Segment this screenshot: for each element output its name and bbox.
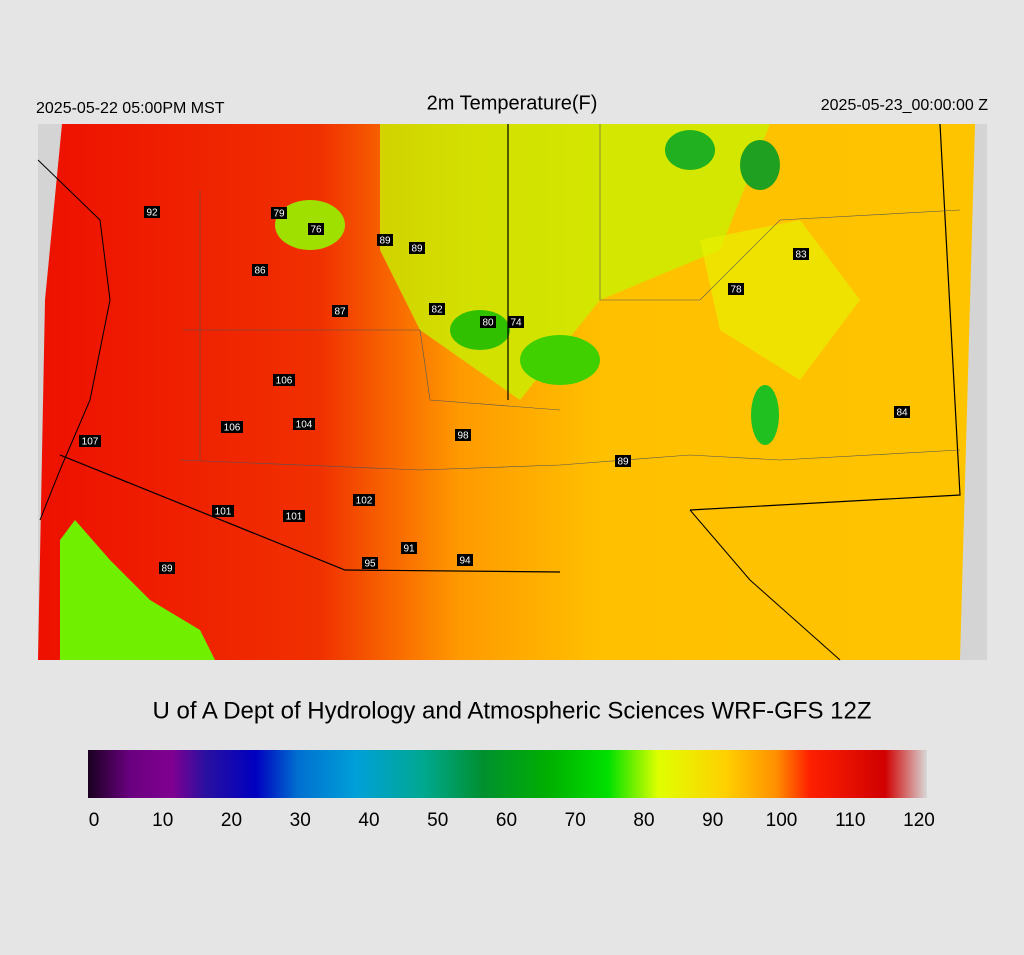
station-value: 101	[215, 507, 232, 518]
station-value: 82	[431, 305, 443, 316]
station-value: 89	[161, 564, 173, 575]
valid-utc: 2025-05-23_00:00:00 Z	[821, 97, 988, 114]
colorbar-tick-label: 110	[835, 810, 865, 831]
station-box	[221, 421, 243, 433]
colorbar-tick-label: 120	[903, 810, 935, 831]
station-value: 92	[146, 208, 158, 219]
station-value: 89	[379, 236, 391, 247]
station-box	[615, 455, 631, 467]
station-value: 102	[356, 496, 373, 507]
station-value: 104	[296, 420, 313, 431]
colorbar-tick-label: 20	[221, 810, 242, 831]
station-value: 76	[310, 225, 322, 236]
station-box	[159, 562, 175, 574]
station-box	[409, 242, 425, 254]
colorbar-tick-label: 10	[152, 810, 173, 831]
valid-local: 2025-05-22 05:00PM MST	[36, 100, 225, 117]
colorbar-tick-label: 90	[702, 810, 723, 831]
station-value: 89	[617, 457, 629, 468]
colorbar-tick-label: 30	[290, 810, 311, 831]
colorbar-ticks: 0 10 20 30 40 50 60 70 80 90 100 110 120	[89, 810, 935, 831]
station-box	[793, 248, 809, 260]
station-value: 79	[273, 209, 285, 220]
station-value: 107	[82, 437, 99, 448]
station-box	[353, 494, 375, 506]
station-box	[401, 542, 417, 554]
station-value: 84	[896, 408, 908, 419]
station-value: 106	[224, 423, 241, 434]
colorbar-tick-label: 40	[358, 810, 379, 831]
station-value: 86	[254, 266, 266, 277]
station-value: 80	[482, 318, 494, 329]
station-box	[79, 435, 101, 447]
station-value: 95	[364, 559, 376, 570]
station-box	[283, 510, 305, 522]
map	[37, 123, 987, 661]
station-box	[293, 418, 315, 430]
station-value: 106	[276, 376, 293, 387]
stations: 92 79 76 89 89 86 87 82 80 74 83 78 106 106 104 98 107 89…	[79, 206, 910, 575]
station-box	[455, 429, 471, 441]
station-box	[362, 557, 378, 569]
station-box	[212, 505, 234, 517]
station-box	[377, 234, 393, 246]
station-value: 98	[457, 431, 469, 442]
colorbar-tick-label: 0	[89, 810, 100, 831]
credit: U of A Dept of Hydrology and Atmospheric…	[153, 697, 872, 724]
station-box	[508, 316, 524, 328]
station-value: 89	[411, 244, 423, 255]
station-box	[332, 305, 348, 317]
station-box	[728, 283, 744, 295]
colorbar-tick-label: 70	[565, 810, 586, 831]
station-value: 78	[730, 285, 742, 296]
station-value: 74	[510, 318, 522, 329]
station-value: 94	[459, 556, 471, 567]
station-box	[273, 374, 295, 386]
station-box	[252, 264, 268, 276]
station-value: 87	[334, 307, 346, 318]
station-box	[457, 554, 473, 566]
colorbar-tick-label: 60	[496, 810, 517, 831]
station-value: 83	[795, 250, 807, 261]
station-box	[144, 206, 160, 218]
station-box	[894, 406, 910, 418]
station-box	[429, 303, 445, 315]
station-box	[308, 223, 324, 235]
station-value: 101	[286, 512, 303, 523]
map-title: 2m Temperature(F)	[427, 92, 598, 114]
station-box	[480, 316, 496, 328]
station-box	[271, 207, 287, 219]
colorbar-tick-label: 80	[633, 810, 654, 831]
colorbar-tick-label: 50	[427, 810, 448, 831]
station-value: 91	[403, 544, 415, 555]
colorbar	[88, 750, 927, 798]
colorbar-tick-label: 100	[766, 810, 798, 831]
